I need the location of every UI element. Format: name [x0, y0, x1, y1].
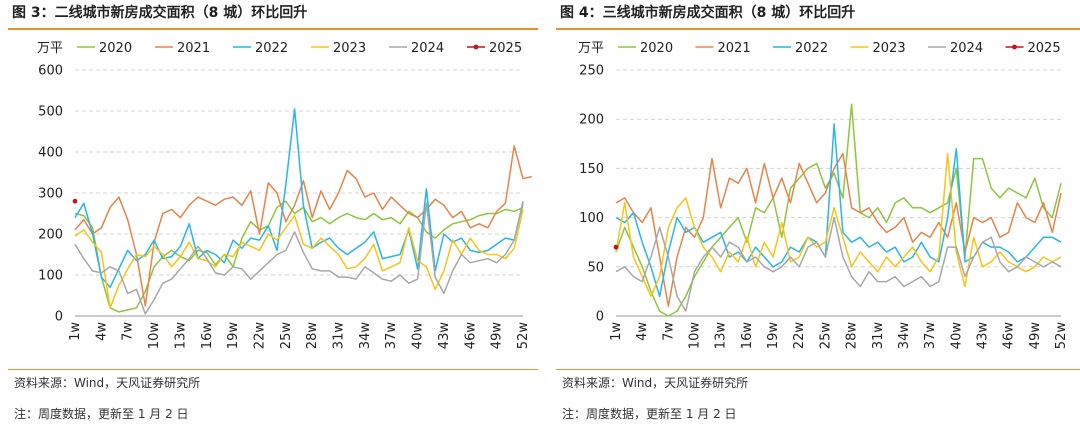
title-divider — [556, 28, 1080, 30]
unit-label: 万平 — [578, 41, 604, 56]
legend-label-2020: 2020 — [640, 41, 673, 56]
unit-label: 万平 — [37, 41, 63, 56]
chart-panel-third-tier: 图 4：三线城市新房成交面积（8 城）环比回升 万平 2020 2021 2022 20… — [556, 0, 1080, 428]
x-tick-label: 49w — [490, 322, 505, 350]
y-tick-label: 500 — [38, 105, 63, 120]
y-tick-label: 100 — [579, 211, 604, 226]
x-tick-label: 22w — [792, 322, 807, 350]
x-tick-label: 13w — [714, 322, 729, 350]
y-tick-label: 250 — [579, 64, 604, 79]
x-tick-label: 28w — [845, 322, 860, 350]
chart-title: 图 4：三线城市新房成交面积（8 城）环比回升 — [560, 5, 856, 21]
legend-label-2021: 2021 — [177, 41, 210, 56]
x-tick-label: 22w — [252, 322, 267, 350]
footer-divider — [8, 369, 538, 370]
series-line-2022 — [74, 108, 524, 289]
y-tick-label: 600 — [38, 64, 63, 79]
legend-label-2021: 2021 — [718, 41, 751, 56]
y-tick-label: 200 — [38, 228, 63, 243]
source-note: 资料来源：Wind，天风证券研究所 — [562, 376, 749, 390]
x-tick-label: 4w — [635, 322, 650, 341]
x-tick-label: 28w — [305, 322, 320, 350]
y-tick-label: 300 — [38, 187, 63, 202]
x-tick-label: 16w — [200, 322, 215, 350]
series-point-2025 — [72, 198, 78, 204]
legend-marker-2025 — [473, 44, 479, 50]
legend-label-2025: 2025 — [489, 41, 522, 56]
x-tick-label: 13w — [173, 322, 188, 350]
line-chart-second-tier: 万平 2020 2021 2022 2023 2024 2025 0 100 200 300 400 5… — [37, 41, 532, 350]
x-tick-label: 25w — [279, 322, 294, 350]
series-line-2023 — [74, 209, 524, 309]
x-tick-label: 37w — [384, 322, 399, 350]
x-tick-label: 4w — [94, 322, 109, 341]
y-tick-label: 100 — [38, 269, 63, 284]
title-divider — [8, 28, 538, 30]
legend-label-2025: 2025 — [1028, 41, 1061, 56]
series-line-2021 — [615, 152, 1062, 307]
series-line-2024 — [615, 216, 1062, 312]
x-tick-label: 52w — [516, 322, 531, 350]
line-chart-third-tier: 万平 2020 2021 2022 2023 2024 2025 0 50 100 150 200 25… — [578, 41, 1069, 350]
x-tick-label: 49w — [1028, 322, 1043, 350]
x-tick-label: 10w — [147, 322, 162, 350]
data-note: 注：周度数据，更新至 1 月 2 日 — [14, 407, 189, 421]
footer-divider — [556, 369, 1080, 370]
y-tick-label: 400 — [38, 146, 63, 161]
x-tick-label: 40w — [949, 322, 964, 350]
series-line-2023 — [615, 152, 1062, 298]
x-tick-label: 7w — [661, 322, 676, 341]
x-tick-label: 46w — [1002, 322, 1017, 350]
x-tick-label: 34w — [897, 322, 912, 350]
y-tick-label: 0 — [596, 310, 604, 325]
source-note: 资料来源：Wind，天风证券研究所 — [14, 376, 201, 390]
x-tick-label: 34w — [358, 322, 373, 350]
legend-label-2024: 2024 — [411, 41, 444, 56]
x-tick-label: 19w — [226, 322, 241, 350]
y-tick-label: 50 — [587, 260, 604, 275]
x-tick-label: 43w — [975, 322, 990, 350]
chart-panel-second-tier: 图 3：二线城市新房成交面积（8 城）环比回升 万平 2020 2021 2022 20… — [8, 0, 538, 428]
series-line-2021 — [74, 145, 532, 307]
chart-title: 图 3：二线城市新房成交面积（8 城）环比回升 — [12, 5, 308, 21]
x-tick-label: 43w — [437, 322, 452, 350]
y-tick-label: 150 — [579, 162, 604, 177]
x-tick-label: 19w — [766, 322, 781, 350]
series-line-2022 — [615, 123, 1062, 298]
x-tick-label: 40w — [411, 322, 426, 350]
legend-label-2020: 2020 — [99, 41, 132, 56]
series-point-2025 — [613, 244, 619, 250]
y-tick-label: 0 — [55, 310, 63, 325]
x-tick-label: 10w — [688, 322, 703, 350]
series-line-2020 — [615, 103, 1062, 317]
legend-label-2022: 2022 — [795, 41, 828, 56]
y-tick-label: 200 — [579, 113, 604, 128]
legend-label-2023: 2023 — [333, 41, 366, 56]
x-tick-label: 31w — [871, 322, 886, 350]
legend-label-2022: 2022 — [255, 41, 288, 56]
x-tick-label: 7w — [121, 322, 136, 341]
legend-label-2023: 2023 — [873, 41, 906, 56]
x-tick-label: 16w — [740, 322, 755, 350]
x-tick-label: 25w — [818, 322, 833, 350]
legend-label-2024: 2024 — [950, 41, 983, 56]
data-note: 注：周度数据，更新至 1 月 2 日 — [562, 407, 737, 421]
x-tick-label: 1w — [609, 322, 624, 341]
x-tick-label: 1w — [68, 322, 83, 341]
legend-marker-2025 — [1012, 44, 1017, 50]
x-tick-label: 52w — [1054, 322, 1069, 350]
x-tick-label: 37w — [923, 322, 938, 350]
series-line-2024 — [74, 201, 524, 315]
x-tick-label: 46w — [463, 322, 478, 350]
x-tick-label: 31w — [332, 322, 347, 350]
